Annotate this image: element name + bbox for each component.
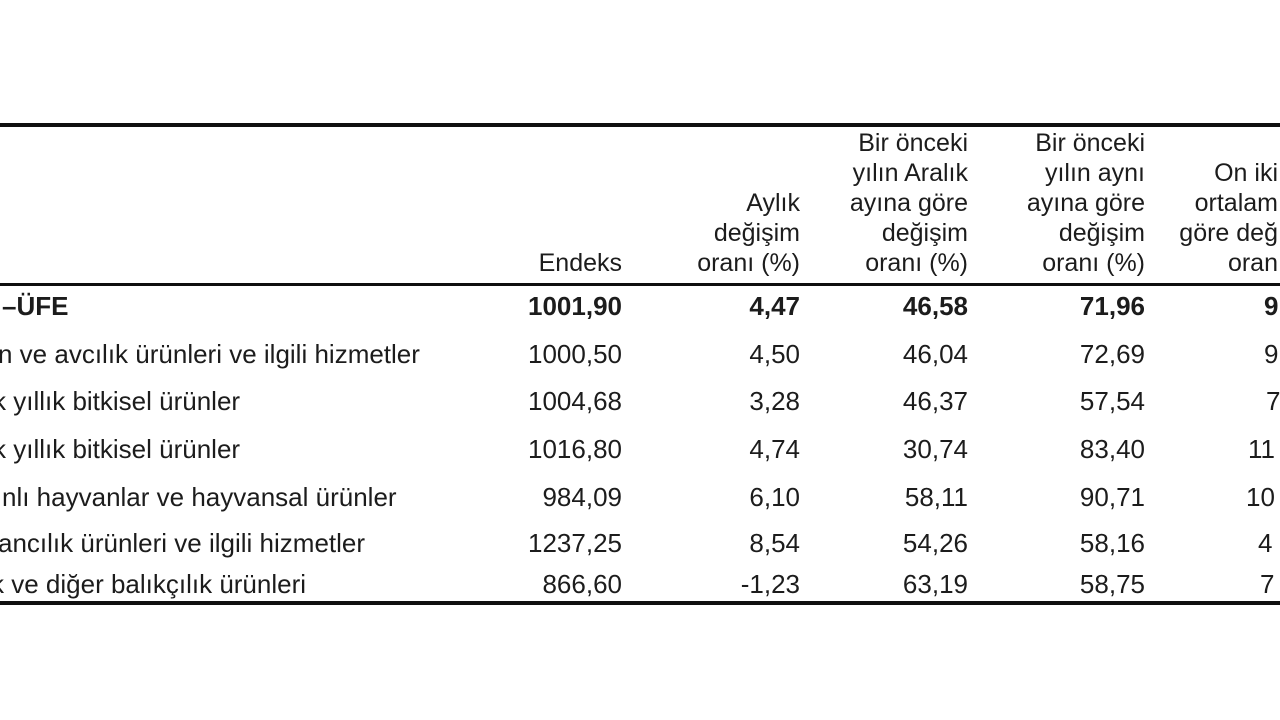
row-label: k yıllık bitkisel ürünler	[0, 434, 241, 464]
table-bottom-rule	[0, 601, 1280, 605]
monthly-change-value: -1,23	[740, 569, 800, 599]
row-label: –ÜFE	[2, 291, 69, 321]
row-label: ancılık ürünleri ve ilgili hizmetler	[0, 528, 366, 558]
prev-december-change-value: 63,19	[902, 569, 968, 599]
prev-december-change-value: 46,58	[902, 291, 968, 321]
endeks-value: 1016,80	[528, 434, 622, 464]
twelve-month-value-clipped: 9	[1264, 339, 1279, 369]
endeks-value: 866,60	[542, 569, 622, 599]
header-change-vs-same-month: Bir önceki yılın aynı ayına göre değişim…	[1026, 129, 1145, 277]
prev-december-change-value: 58,11	[904, 482, 968, 512]
twelve-month-value-clipped: 7	[1260, 569, 1275, 599]
header-monthly-change: Aylık değişim oranı (%)	[697, 189, 800, 277]
monthly-change-value: 6,10	[749, 482, 800, 512]
twelve-month-value-clipped: 11	[1248, 434, 1275, 464]
prev-december-change-value: 54,26	[902, 528, 968, 558]
monthly-change-value: 3,28	[749, 386, 800, 416]
twelve-month-value-clipped: 7	[1266, 386, 1280, 416]
endeks-value: 1004,68	[528, 386, 622, 416]
monthly-change-value: 4,74	[749, 434, 800, 464]
prev-same-month-change-value: 83,40	[1079, 434, 1145, 464]
twelve-month-value-clipped: 4	[1258, 528, 1273, 558]
prev-same-month-change-value: 57,54	[1079, 386, 1145, 416]
prev-same-month-change-value: 72,69	[1079, 339, 1145, 369]
table-header-rule	[0, 283, 1280, 286]
endeks-value: 984,09	[542, 482, 622, 512]
table-top-rule	[0, 123, 1280, 127]
prev-december-change-value: 46,37	[902, 386, 968, 416]
header-change-vs-prev-december: Bir önceki yılın Aralık ayına göre değiş…	[849, 129, 968, 277]
prev-same-month-change-value: 71,96	[1079, 291, 1145, 321]
row-label: n ve avcılık ürünleri ve ilgili hizmetle…	[0, 339, 420, 369]
row-label: k ve diğer balıkçılık ürünleri	[0, 569, 307, 599]
row-label: nlı hayvanlar ve hayvansal ürünler	[2, 482, 397, 512]
prev-same-month-change-value: 58,75	[1079, 569, 1145, 599]
header-twelve-month-average-clipped: On iki ortalam göre değ oran	[1179, 159, 1278, 277]
prev-same-month-change-value: 90,71	[1079, 482, 1145, 512]
twelve-month-value-clipped: 10	[1246, 482, 1275, 512]
row-label: k yıllık bitkisel ürünler	[0, 386, 241, 416]
endeks-value: 1237,25	[528, 528, 622, 558]
prev-same-month-change-value: 58,16	[1079, 528, 1145, 558]
twelve-month-value-clipped: 9	[1264, 291, 1279, 321]
prev-december-change-value: 30,74	[902, 434, 968, 464]
endeks-value: 1001,90	[528, 291, 622, 321]
monthly-change-value: 8,54	[749, 528, 800, 558]
header-endeks: Endeks	[538, 249, 622, 277]
endeks-value: 1000,50	[528, 339, 622, 369]
monthly-change-value: 4,50	[749, 339, 800, 369]
prev-december-change-value: 46,04	[902, 339, 968, 369]
monthly-change-value: 4,47	[749, 291, 800, 321]
